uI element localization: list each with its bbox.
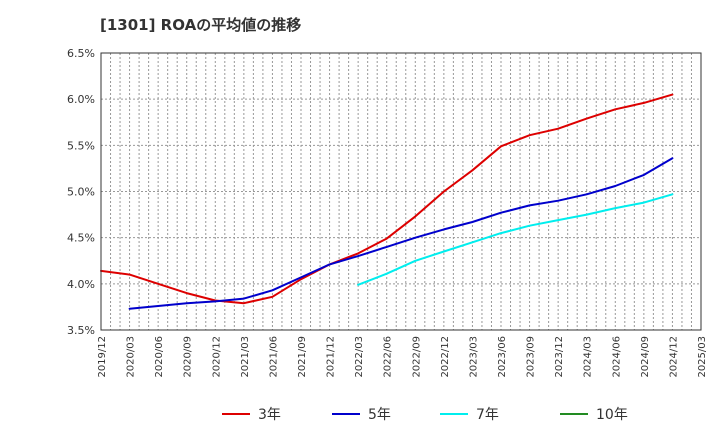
x-tick-label: 2021/03 [240, 336, 251, 378]
x-tick-label: 2024/06 [611, 336, 622, 378]
legend-label: 3年 [258, 407, 281, 423]
x-tick-label: 2022/09 [411, 336, 422, 378]
legend: 3年 5年 7年 10年 [222, 407, 628, 423]
x-tick-label: 2022/03 [354, 336, 365, 378]
y-tick-label: 6.0% [67, 93, 95, 106]
legend-label: 10年 [596, 407, 628, 423]
x-tick-label: 2023/12 [554, 336, 565, 378]
x-tick-label: 2022/06 [383, 336, 394, 378]
x-tick-label: 2020/06 [154, 336, 165, 378]
x-tick-label: 2024/09 [640, 336, 651, 378]
x-tick-label: 2023/03 [468, 336, 479, 378]
chart-title: [1301] ROAの平均値の推移 [100, 16, 302, 34]
x-tick-label: 2024/03 [583, 336, 594, 378]
legend-label: 7年 [476, 407, 499, 423]
x-tick-label: 2023/06 [497, 336, 508, 378]
y-axis-ticks: 3.5% 4.0% 4.5% 5.0% 5.5% 6.0% 6.5% [67, 47, 95, 337]
plot-frame [100, 52, 702, 331]
series-line-7年 [357, 193, 674, 286]
series-line-5年 [128, 157, 674, 310]
x-axis-ticks: 2019/12 2020/03 2020/06 2020/09 2020/12 2021/… [97, 336, 708, 378]
x-tick-label: 2021/06 [268, 336, 279, 378]
x-tick-label: 2020/03 [126, 336, 137, 378]
y-tick-label: 4.5% [67, 232, 95, 245]
series-lines [100, 93, 674, 310]
x-tick-label: 2022/12 [440, 336, 451, 378]
x-tick-label: 2024/12 [668, 336, 679, 378]
legend-label: 5年 [368, 407, 391, 423]
x-tick-label: 2020/09 [183, 336, 194, 378]
x-tick-label: 2021/12 [326, 336, 337, 378]
y-tick-label: 3.5% [67, 324, 95, 337]
x-tick-label: 2025/03 [697, 336, 708, 378]
y-tick-label: 4.0% [67, 278, 95, 291]
x-tick-label: 2023/09 [526, 336, 537, 378]
y-tick-label: 5.5% [67, 139, 95, 152]
plot-area-border [100, 52, 702, 331]
x-tick-label: 2020/12 [211, 336, 222, 378]
y-tick-label: 5.0% [67, 186, 95, 199]
series-line-3年 [100, 93, 674, 305]
grid-lines [101, 53, 701, 330]
x-tick-label: 2019/12 [97, 336, 108, 378]
y-tick-label: 6.5% [67, 47, 95, 60]
x-tick-label: 2021/09 [297, 336, 308, 378]
